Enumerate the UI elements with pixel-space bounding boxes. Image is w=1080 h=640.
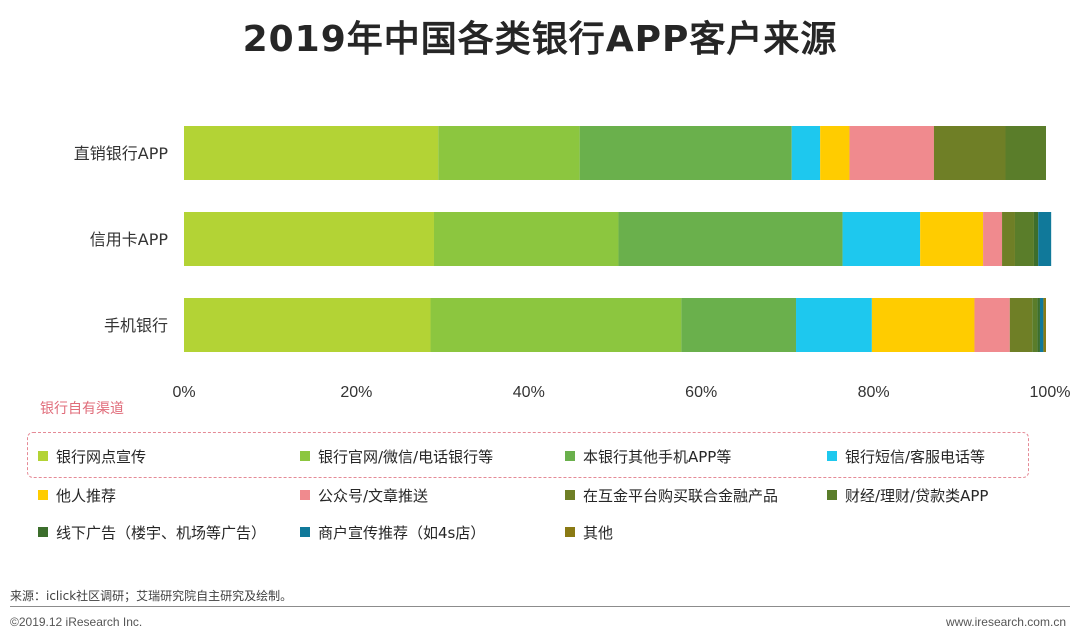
bar-segment-2-5 <box>974 298 1010 352</box>
legend-item: 他人推荐 <box>38 485 116 505</box>
legend-item: 其他 <box>565 522 613 542</box>
bar-segment-1-0 <box>184 212 434 266</box>
legend-label: 公众号/文章推送 <box>318 486 429 505</box>
bar-segment-2-7 <box>1032 298 1038 352</box>
bar-segment-2-1 <box>430 298 682 352</box>
legend-item: 财经/理财/贷款类APP <box>827 485 988 505</box>
legend-label: 商户宣传推荐（如4s店） <box>318 523 486 542</box>
footer-divider <box>10 606 1070 607</box>
legend-swatch <box>565 527 575 537</box>
bar-segment-0-1 <box>438 126 580 180</box>
x-tick-label: 40% <box>513 384 545 401</box>
x-tick-label: 20% <box>340 384 372 401</box>
bar-segment-0-7 <box>1005 126 1046 180</box>
own-channel-highlight-box <box>27 432 1029 478</box>
legend-swatch <box>565 451 575 461</box>
legend-label: 财经/理财/贷款类APP <box>845 486 989 505</box>
bar-segment-0-4 <box>820 126 850 180</box>
legend-label: 本银行其他手机APP等 <box>583 447 732 466</box>
bar-segment-2-6 <box>1009 298 1033 352</box>
legend-label: 银行官网/微信/电话银行等 <box>318 447 494 466</box>
category-label: 信用卡APP <box>90 230 169 249</box>
bar-segment-1-2 <box>618 212 843 266</box>
legend-label: 其他 <box>583 523 614 542</box>
x-tick-label: 80% <box>858 384 890 401</box>
bar-segment-1-3 <box>842 212 921 266</box>
category-label: 直销银行APP <box>74 144 169 163</box>
legend-swatch <box>300 451 310 461</box>
bar-segment-1-1 <box>433 212 619 266</box>
x-tick-label: 60% <box>685 384 717 401</box>
bar-segment-0-3 <box>791 126 821 180</box>
legend-swatch <box>38 451 48 461</box>
bar-chart: 直销银行APP 信用卡APP 手机银行 0% 20% 40% 60% 80% 100% <box>74 126 1071 401</box>
bar-segment-2-4 <box>871 298 975 352</box>
legend-swatch <box>300 527 310 537</box>
legend-swatch <box>565 490 575 500</box>
legend-label: 他人推荐 <box>56 486 117 505</box>
category-label: 手机银行 <box>104 316 168 335</box>
legend-item: 公众号/文章推送 <box>300 485 428 505</box>
bar-segment-2-10 <box>1043 298 1046 352</box>
legend-item: 银行短信/客服电话等 <box>827 446 985 466</box>
footer-website[interactable]: www.iresearch.com.cn <box>945 615 1066 629</box>
legend-label: 线下广告（楼宇、机场等广告） <box>56 523 267 542</box>
legend-swatch <box>827 451 837 461</box>
own-channel-label: 银行自有渠道 <box>40 401 124 417</box>
legend-item: 商户宣传推荐（如4s店） <box>300 522 485 542</box>
bar-segment-2-3 <box>796 298 872 352</box>
bar-segment-0-2 <box>579 126 792 180</box>
bar-segment-2-8 <box>1037 298 1040 352</box>
bar-segment-2-0 <box>184 298 431 352</box>
legend-item: 银行网点宣传 <box>38 446 146 466</box>
legend-swatch <box>300 490 310 500</box>
legend-swatch <box>38 490 48 500</box>
legend-label: 在互金平台购买联合金融产品 <box>583 486 779 505</box>
bar-segment-0-6 <box>933 126 1006 180</box>
bar-segment-1-7 <box>1014 212 1034 266</box>
legend-item: 在互金平台购买联合金融产品 <box>565 485 778 505</box>
legend-swatch <box>38 527 48 537</box>
bar-segment-1-4 <box>920 212 984 266</box>
bar-segment-1-9 <box>1038 212 1052 266</box>
bar-segment-1-6 <box>1002 212 1015 266</box>
bar-segment-0-0 <box>184 126 439 180</box>
source-note: 来源：iclick社区调研；艾瑞研究院自主研究及绘制。 <box>10 589 293 603</box>
legend-item: 银行官网/微信/电话银行等 <box>300 446 493 466</box>
legend-item: 本银行其他手机APP等 <box>565 446 731 466</box>
bar-segment-1-5 <box>983 212 1003 266</box>
bar-segment-2-9 <box>1039 298 1044 352</box>
x-tick-label: 100% <box>1030 384 1071 401</box>
bar-segment-0-5 <box>849 126 934 180</box>
legend-item: 线下广告（楼宇、机场等广告） <box>38 522 266 542</box>
legend-label: 银行网点宣传 <box>56 447 147 466</box>
chart-title: 2019年中国各类银行APP客户来源 <box>242 19 838 60</box>
bar-segment-1-8 <box>1033 212 1039 266</box>
legend-label: 银行短信/客服电话等 <box>845 447 986 466</box>
legend-swatch <box>827 490 837 500</box>
x-tick-label: 0% <box>172 384 195 401</box>
bar-segment-2-2 <box>681 298 797 352</box>
footer-copyright: ©2019.12 iResearch Inc. <box>10 615 143 629</box>
